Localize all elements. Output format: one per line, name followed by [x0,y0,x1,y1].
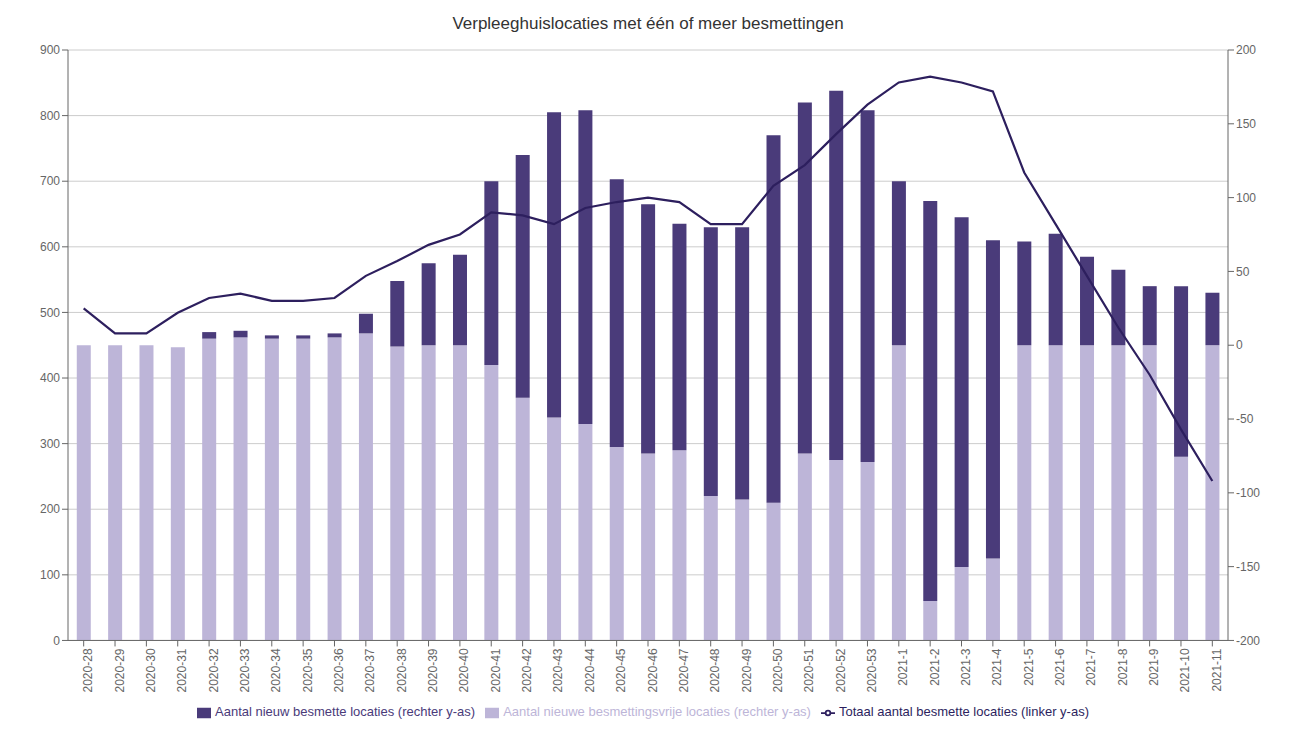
svg-text:-50: -50 [1236,412,1254,426]
svg-text:2020-49: 2020-49 [740,648,754,692]
svg-text:2020-41: 2020-41 [489,648,503,692]
svg-text:2020-43: 2020-43 [551,648,565,692]
html-text:Verpleeghuislocaties met één o: Verpleeghuislocaties met één of meer bes… [452,14,844,33]
svg-text:2020-42: 2020-42 [520,648,534,692]
svg-text:2021-9: 2021-9 [1147,648,1161,686]
svg-text:2021-1: 2021-1 [896,648,910,686]
svg-text:2020-32: 2020-32 [207,648,221,692]
svg-text:300: 300 [40,437,60,451]
svg-text:500: 500 [40,306,60,320]
svg-text:-200: -200 [1236,634,1260,648]
svg-text:0: 0 [53,634,60,648]
svg-text:2020-36: 2020-36 [332,648,346,692]
svg-text:2020-29: 2020-29 [113,648,127,692]
svg-text:800: 800 [40,109,60,123]
svg-text:2020-37: 2020-37 [363,648,377,692]
svg-text:2021-11: 2021-11 [1210,648,1224,691]
svg-text:100: 100 [40,568,60,582]
svg-text:2021-7: 2021-7 [1084,648,1098,686]
svg-text:2021-5: 2021-5 [1022,648,1036,686]
svg-text:2020-53: 2020-53 [865,648,879,692]
svg-text:2020-44: 2020-44 [583,648,597,692]
svg-text:-150: -150 [1236,560,1260,574]
svg-text:2020-51: 2020-51 [802,648,816,692]
svg-text:2020-48: 2020-48 [708,648,722,692]
svg-text:2020-52: 2020-52 [834,648,848,692]
svg-text:2020-38: 2020-38 [395,648,409,692]
svg-text:50: 50 [1236,265,1250,279]
svg-text:2020-45: 2020-45 [614,648,628,692]
html-text:Totaal aantal besmette locatie: Totaal aantal besmette locaties (linker … [839,704,1089,720]
svg-text:900: 900 [40,43,60,57]
svg-text:100: 100 [1236,191,1256,205]
svg-text:150: 150 [1236,117,1256,131]
svg-text:2020-33: 2020-33 [238,648,252,692]
svg-text:2020-28: 2020-28 [81,648,95,692]
svg-text:2020-31: 2020-31 [175,648,189,692]
svg-text:2021-8: 2021-8 [1116,648,1130,686]
svg-text:2021-3: 2021-3 [959,648,973,686]
svg-text:2021-2: 2021-2 [928,648,942,686]
svg-text:2020-40: 2020-40 [457,648,471,692]
svg-text:2020-47: 2020-47 [677,648,691,692]
html-text:Aantal nieuw besmette locaties: Aantal nieuw besmette locaties (rechter … [215,704,476,720]
svg-text:200: 200 [1236,43,1256,57]
html-text:Aantal nieuwe besmettingsvrije: Aantal nieuwe besmettingsvrije locaties … [503,704,811,720]
svg-text:-100: -100 [1236,486,1260,500]
svg-text:2021-10: 2021-10 [1178,648,1192,692]
svg-text:2020-34: 2020-34 [269,648,283,692]
svg-text:400: 400 [40,371,60,385]
svg-text:2020-50: 2020-50 [771,648,785,692]
svg-text:0: 0 [1236,338,1243,352]
svg-text:2021-6: 2021-6 [1053,648,1067,686]
svg-text:2020-35: 2020-35 [301,648,315,692]
svg-text:2020-39: 2020-39 [426,648,440,692]
svg-text:2020-46: 2020-46 [646,648,660,692]
svg-text:200: 200 [40,502,60,516]
svg-text:700: 700 [40,174,60,188]
svg-text:2021-4: 2021-4 [990,648,1004,686]
svg-text:2020-30: 2020-30 [144,648,158,692]
svg-text:600: 600 [40,240,60,254]
